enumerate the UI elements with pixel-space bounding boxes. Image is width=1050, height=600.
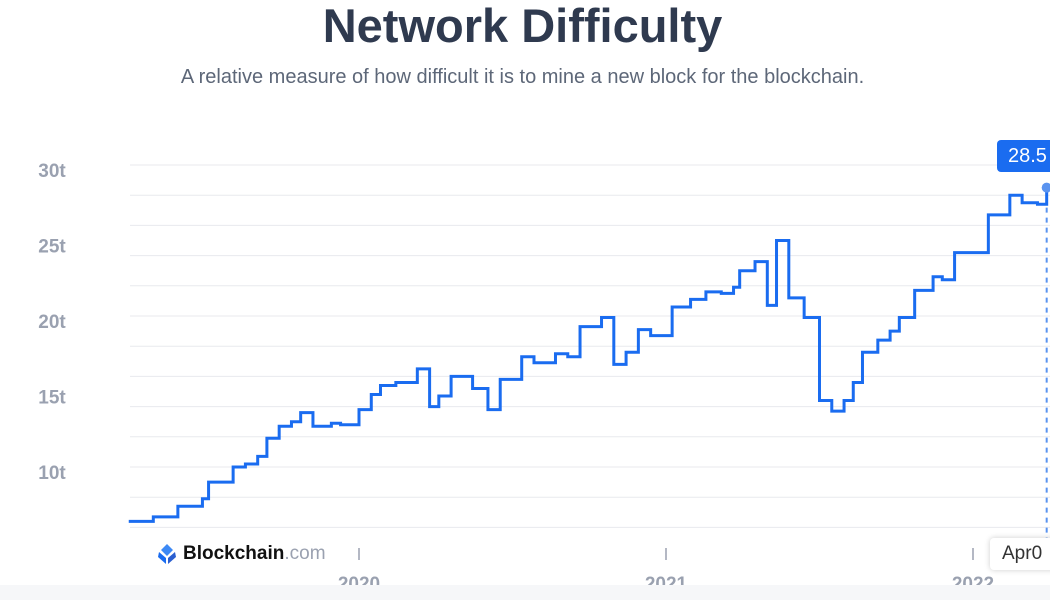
y-tick-label: 15t [38,388,66,409]
footer-strip [0,585,1050,600]
brand-suffix: .com [284,543,326,564]
y-tick-label: 10t [38,463,66,484]
value-tooltip: 28.5 [997,140,1050,172]
blockchain-logo-icon [158,544,176,564]
y-tick-label: 20t [38,312,66,333]
y-tick-label: 30t [38,161,66,182]
blockchain-logo: Blockchain.com [156,543,326,565]
chart-title: Network Difficulty [322,0,723,52]
brand-name: Blockchain [183,543,285,564]
gridlines [130,164,1050,528]
y-tick-label: 25t [38,237,66,258]
series-line [128,187,1049,523]
hover-point [1041,182,1050,193]
date-tooltip: Apr0 [990,538,1050,570]
y-axis: 30t 25t 20t 15t 10t [38,161,66,484]
chart-subtitle: A relative measure of how difficult it i… [180,66,865,88]
